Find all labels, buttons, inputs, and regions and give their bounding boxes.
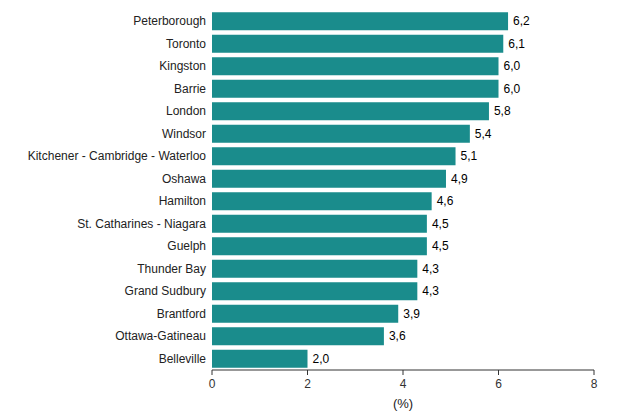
bar (212, 192, 432, 210)
data-label: 4,3 (422, 262, 439, 276)
bar (212, 35, 503, 53)
data-label: 5,4 (475, 127, 492, 141)
data-label: 6,0 (504, 82, 521, 96)
bar (212, 350, 308, 368)
data-label: 6,0 (504, 59, 521, 73)
bar (212, 147, 456, 165)
category-label: Grand Sudbury (125, 284, 206, 298)
bar (212, 327, 384, 345)
category-label: Peterborough (133, 14, 206, 28)
bar (212, 12, 508, 30)
bar (212, 237, 427, 255)
data-label: 4,3 (422, 284, 439, 298)
data-label: 3,9 (403, 307, 420, 321)
tick-mark (594, 370, 595, 375)
bars (212, 12, 508, 368)
bar (212, 57, 499, 75)
data-label: 6,2 (513, 14, 530, 28)
category-label: Toronto (166, 37, 206, 51)
chart-container: 0 2 4 6 8 (%) Belleville Ottawa-Gatineau Brantfo… (0, 0, 624, 418)
tick-mark (212, 370, 213, 375)
category-label: Barrie (174, 82, 206, 96)
category-label: London (166, 104, 206, 118)
bar (212, 170, 446, 188)
tick-label: 8 (591, 377, 598, 391)
bar (212, 125, 470, 143)
tick-label: 6 (495, 377, 502, 391)
bar (212, 282, 417, 300)
tick-mark (498, 370, 499, 375)
category-label: Kitchener - Cambridge - Waterloo (28, 149, 207, 163)
data-labels: 2,03,63,94,34,34,54,54,64,95,15,45,86,06… (313, 14, 531, 366)
data-label: 2,0 (313, 352, 330, 366)
category-label: Belleville (159, 352, 207, 366)
bar (212, 215, 427, 233)
bar (212, 80, 499, 98)
axis-title: (%) (393, 396, 413, 411)
data-label: 6,1 (508, 37, 525, 51)
category-axis: Belleville Ottawa-Gatineau Brantford Grand … (28, 14, 207, 366)
category-label: Oshawa (162, 172, 206, 186)
tick-label: 2 (304, 377, 311, 391)
category-label: Hamilton (159, 194, 206, 208)
data-label: 5,8 (494, 104, 511, 118)
data-label: 3,6 (389, 329, 406, 343)
data-label: 4,5 (432, 239, 449, 253)
bar (212, 305, 398, 323)
category-label: Windsor (162, 127, 206, 141)
data-label: 5,1 (461, 149, 478, 163)
tick-label: 0 (209, 377, 216, 391)
chart-svg: 0 2 4 6 8 (%) Belleville Ottawa-Gatineau Brantfo… (0, 0, 624, 418)
bar (212, 102, 489, 120)
category-label: Kingston (159, 59, 206, 73)
data-label: 4,9 (451, 172, 468, 186)
category-label: Brantford (157, 307, 206, 321)
bar (212, 260, 417, 278)
category-label: St. Catharines - Niagara (77, 217, 206, 231)
tick-mark (403, 370, 404, 375)
value-axis: 0 2 4 6 8 (209, 370, 598, 391)
tick-mark (307, 370, 308, 375)
category-label: Guelph (167, 239, 206, 253)
data-label: 4,5 (432, 217, 449, 231)
category-label: Thunder Bay (137, 262, 206, 276)
data-label: 4,6 (437, 194, 454, 208)
tick-label: 4 (400, 377, 407, 391)
category-label: Ottawa-Gatineau (115, 329, 206, 343)
